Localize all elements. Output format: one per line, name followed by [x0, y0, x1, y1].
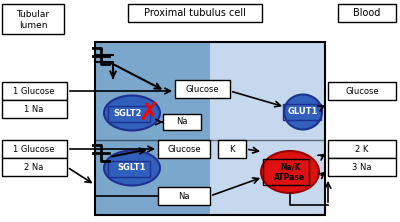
Text: SGLT2: SGLT2 — [114, 109, 142, 117]
Text: 2 K: 2 K — [355, 145, 369, 153]
Text: 3 Na: 3 Na — [352, 163, 372, 172]
Text: Na: Na — [176, 117, 188, 127]
Bar — [2, 4, 64, 34]
Ellipse shape — [284, 95, 322, 129]
Bar — [328, 158, 396, 176]
Bar — [163, 114, 201, 130]
Bar — [338, 4, 396, 22]
Text: 1 Glucose: 1 Glucose — [13, 87, 55, 95]
Text: Glucose: Glucose — [185, 85, 219, 93]
Bar — [2, 82, 67, 100]
Text: K: K — [229, 145, 235, 153]
Text: GLUT1: GLUT1 — [288, 107, 318, 117]
Ellipse shape — [104, 151, 160, 186]
Bar — [328, 140, 396, 158]
Text: ✗: ✗ — [138, 101, 160, 125]
Text: Proximal tubulus cell: Proximal tubulus cell — [144, 8, 246, 18]
Bar — [2, 158, 67, 176]
Text: 2 Na: 2 Na — [24, 163, 44, 172]
Ellipse shape — [261, 151, 319, 193]
Text: Blood: Blood — [353, 8, 381, 18]
Bar — [108, 106, 150, 122]
Bar — [95, 42, 210, 215]
Bar — [158, 187, 210, 205]
Text: Glucose: Glucose — [167, 145, 201, 153]
Text: Tubular
lumen: Tubular lumen — [16, 10, 50, 30]
Text: Na: Na — [178, 192, 190, 200]
Bar — [158, 140, 210, 158]
Bar — [328, 82, 396, 100]
Bar — [108, 161, 150, 177]
Ellipse shape — [104, 95, 160, 131]
Bar — [2, 140, 67, 158]
Text: 1 Na: 1 Na — [24, 105, 44, 113]
Bar — [283, 104, 321, 120]
Bar — [128, 4, 262, 22]
Bar — [95, 42, 325, 215]
Bar — [263, 159, 309, 185]
Text: 1 Glucose: 1 Glucose — [13, 145, 55, 153]
Text: SGLT1: SGLT1 — [118, 163, 146, 172]
Text: Glucose: Glucose — [345, 87, 379, 95]
Bar — [218, 140, 246, 158]
Bar — [175, 80, 230, 98]
Bar — [210, 42, 325, 215]
Bar — [2, 100, 67, 118]
Text: Na/K
ATPase: Na/K ATPase — [274, 162, 306, 182]
